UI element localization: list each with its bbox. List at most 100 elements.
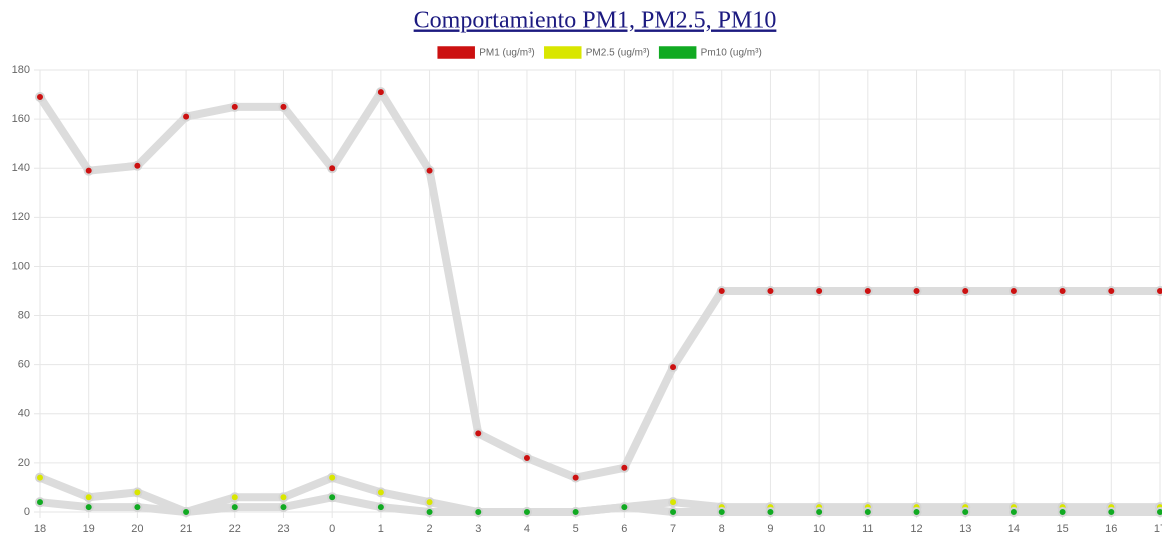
x-tick-label: 2 (427, 523, 433, 535)
legend-swatch (437, 46, 475, 59)
data-point (473, 428, 484, 439)
x-tick-label: 21 (180, 523, 192, 535)
y-tick-label: 0 (24, 506, 30, 518)
legend-swatch (544, 46, 582, 59)
x-tick-label: 11 (862, 523, 873, 535)
x-tick-label: 19 (83, 523, 95, 535)
data-point (1106, 507, 1117, 517)
data-point (327, 163, 338, 174)
data-point (83, 502, 94, 513)
data-point (132, 487, 143, 498)
data-point (35, 92, 45, 103)
legend-label: PM2.5 (ug/m³) (586, 48, 650, 59)
data-point (181, 111, 192, 122)
data-point (83, 165, 94, 176)
data-point (862, 286, 873, 296)
data-point (911, 286, 922, 296)
data-point (375, 87, 386, 98)
data-point (911, 507, 922, 517)
data-point (765, 286, 776, 296)
y-tick-label: 140 (12, 162, 30, 174)
y-tick-label: 100 (12, 260, 30, 272)
data-point (765, 507, 776, 517)
data-point (521, 507, 532, 517)
data-point (716, 286, 727, 296)
data-point (814, 507, 825, 517)
x-tick-label: 10 (813, 523, 825, 535)
x-tick-label: 5 (573, 523, 579, 535)
data-point (35, 497, 45, 508)
x-tick-label: 8 (719, 523, 725, 535)
data-point (1008, 286, 1019, 296)
y-tick-label: 180 (12, 64, 30, 76)
data-point (424, 497, 435, 508)
x-tick-label: 12 (910, 523, 922, 535)
x-tick-label: 23 (277, 523, 289, 535)
data-point (521, 452, 532, 463)
data-point (181, 507, 192, 517)
data-point (1057, 507, 1068, 517)
data-point (668, 497, 679, 508)
legend: PM1 (ug/m³) PM2.5 (ug/m³) Pm10 (ug/m³) (437, 46, 762, 59)
data-point (327, 492, 338, 503)
legend-label: PM1 (ug/m³) (479, 48, 535, 59)
data-point (619, 502, 630, 513)
x-tick-label: 15 (1056, 523, 1068, 535)
chart-title: Comportamiento PM1, PM2.5, PM10 (414, 8, 777, 34)
data-point (862, 507, 873, 517)
data-point (619, 462, 630, 473)
data-point (424, 507, 435, 517)
data-point (83, 492, 94, 503)
data-point (1106, 286, 1117, 296)
x-tick-label: 6 (621, 523, 627, 535)
y-tick-label: 160 (12, 113, 30, 125)
x-tick-label: 14 (1008, 523, 1020, 535)
data-point (278, 502, 289, 513)
series-line (36, 88, 1160, 482)
y-tick-label: 120 (12, 211, 30, 223)
data-point (229, 492, 240, 503)
data-point (716, 507, 727, 517)
x-tick-label: 18 (34, 523, 46, 535)
data-point (229, 502, 240, 513)
x-tick-label: 0 (329, 523, 335, 535)
legend-swatch (658, 46, 697, 59)
data-point (1008, 507, 1019, 517)
x-tick-label: 9 (767, 523, 773, 535)
y-tick-label: 40 (18, 408, 30, 420)
data-point (327, 472, 338, 483)
series-line (39, 493, 1160, 516)
x-tick-label: 4 (524, 523, 530, 535)
x-tick-label: 20 (131, 523, 143, 535)
data-point (570, 472, 581, 483)
data-point (35, 472, 45, 483)
data-point (132, 160, 143, 171)
data-point (278, 101, 289, 112)
data-point (278, 492, 289, 503)
x-tick-label: 22 (229, 523, 241, 535)
data-point (960, 286, 971, 296)
data-point (473, 507, 484, 517)
x-tick-label: 13 (959, 523, 971, 535)
y-tick-label: 20 (18, 457, 30, 469)
legend-label: Pm10 (ug/m³) (701, 48, 762, 59)
data-point (375, 502, 386, 513)
x-tick-label: 17 (1154, 523, 1162, 535)
data-point (668, 362, 679, 373)
x-tick-label: 16 (1105, 523, 1117, 535)
data-point (814, 286, 825, 296)
x-tick-label: 3 (475, 523, 481, 535)
y-tick-label: 60 (18, 359, 30, 371)
y-tick-label: 80 (18, 309, 30, 321)
data-point (960, 507, 971, 517)
data-point (132, 502, 143, 513)
data-point (1155, 286, 1162, 296)
data-point (668, 507, 679, 517)
data-point (424, 165, 435, 176)
data-point (229, 101, 240, 112)
data-point (375, 487, 386, 498)
x-tick-label: 1 (378, 523, 384, 535)
data-point (570, 507, 581, 517)
x-tick-label: 7 (670, 523, 676, 535)
